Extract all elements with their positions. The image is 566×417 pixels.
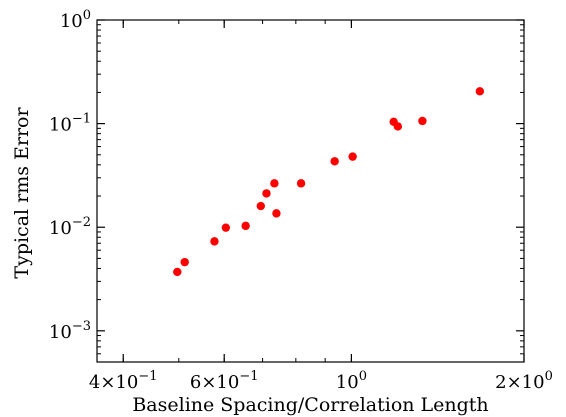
data-point xyxy=(270,179,279,188)
x-axis-title: Baseline Spacing/Correlation Length xyxy=(132,394,488,416)
data-point xyxy=(418,116,427,126)
data-point xyxy=(256,201,265,211)
x-tick-label: 4×10−1 xyxy=(89,369,158,393)
x-tick-label: 2×100 xyxy=(495,369,553,393)
x-axis: 4×10−1 6×10−1 100 2×100 xyxy=(89,20,553,393)
plot-area xyxy=(173,87,485,277)
data-point xyxy=(475,87,485,96)
data-point xyxy=(210,237,219,246)
y-tick-label: 100 xyxy=(60,8,91,32)
y-tick-label: 10−3 xyxy=(49,319,91,343)
plot-frame xyxy=(96,19,525,363)
x-tick-label: 100 xyxy=(336,369,367,393)
data-point xyxy=(348,152,357,161)
y-tick-label: 10−2 xyxy=(49,215,91,239)
data-point xyxy=(393,122,403,131)
data-point xyxy=(241,221,250,231)
data-point xyxy=(173,267,182,277)
data-point xyxy=(296,179,306,188)
data-point xyxy=(330,157,339,166)
data-point xyxy=(180,257,189,267)
x-tick-label: 6×10−1 xyxy=(190,369,259,393)
y-tick-label: 10−1 xyxy=(49,112,91,136)
data-point xyxy=(262,189,271,198)
y-axis-title: Typical rms Error xyxy=(11,107,33,279)
data-point xyxy=(221,223,231,232)
y-axis: 100 10−1 10−2 10−3 xyxy=(49,8,524,363)
data-point xyxy=(272,209,281,218)
